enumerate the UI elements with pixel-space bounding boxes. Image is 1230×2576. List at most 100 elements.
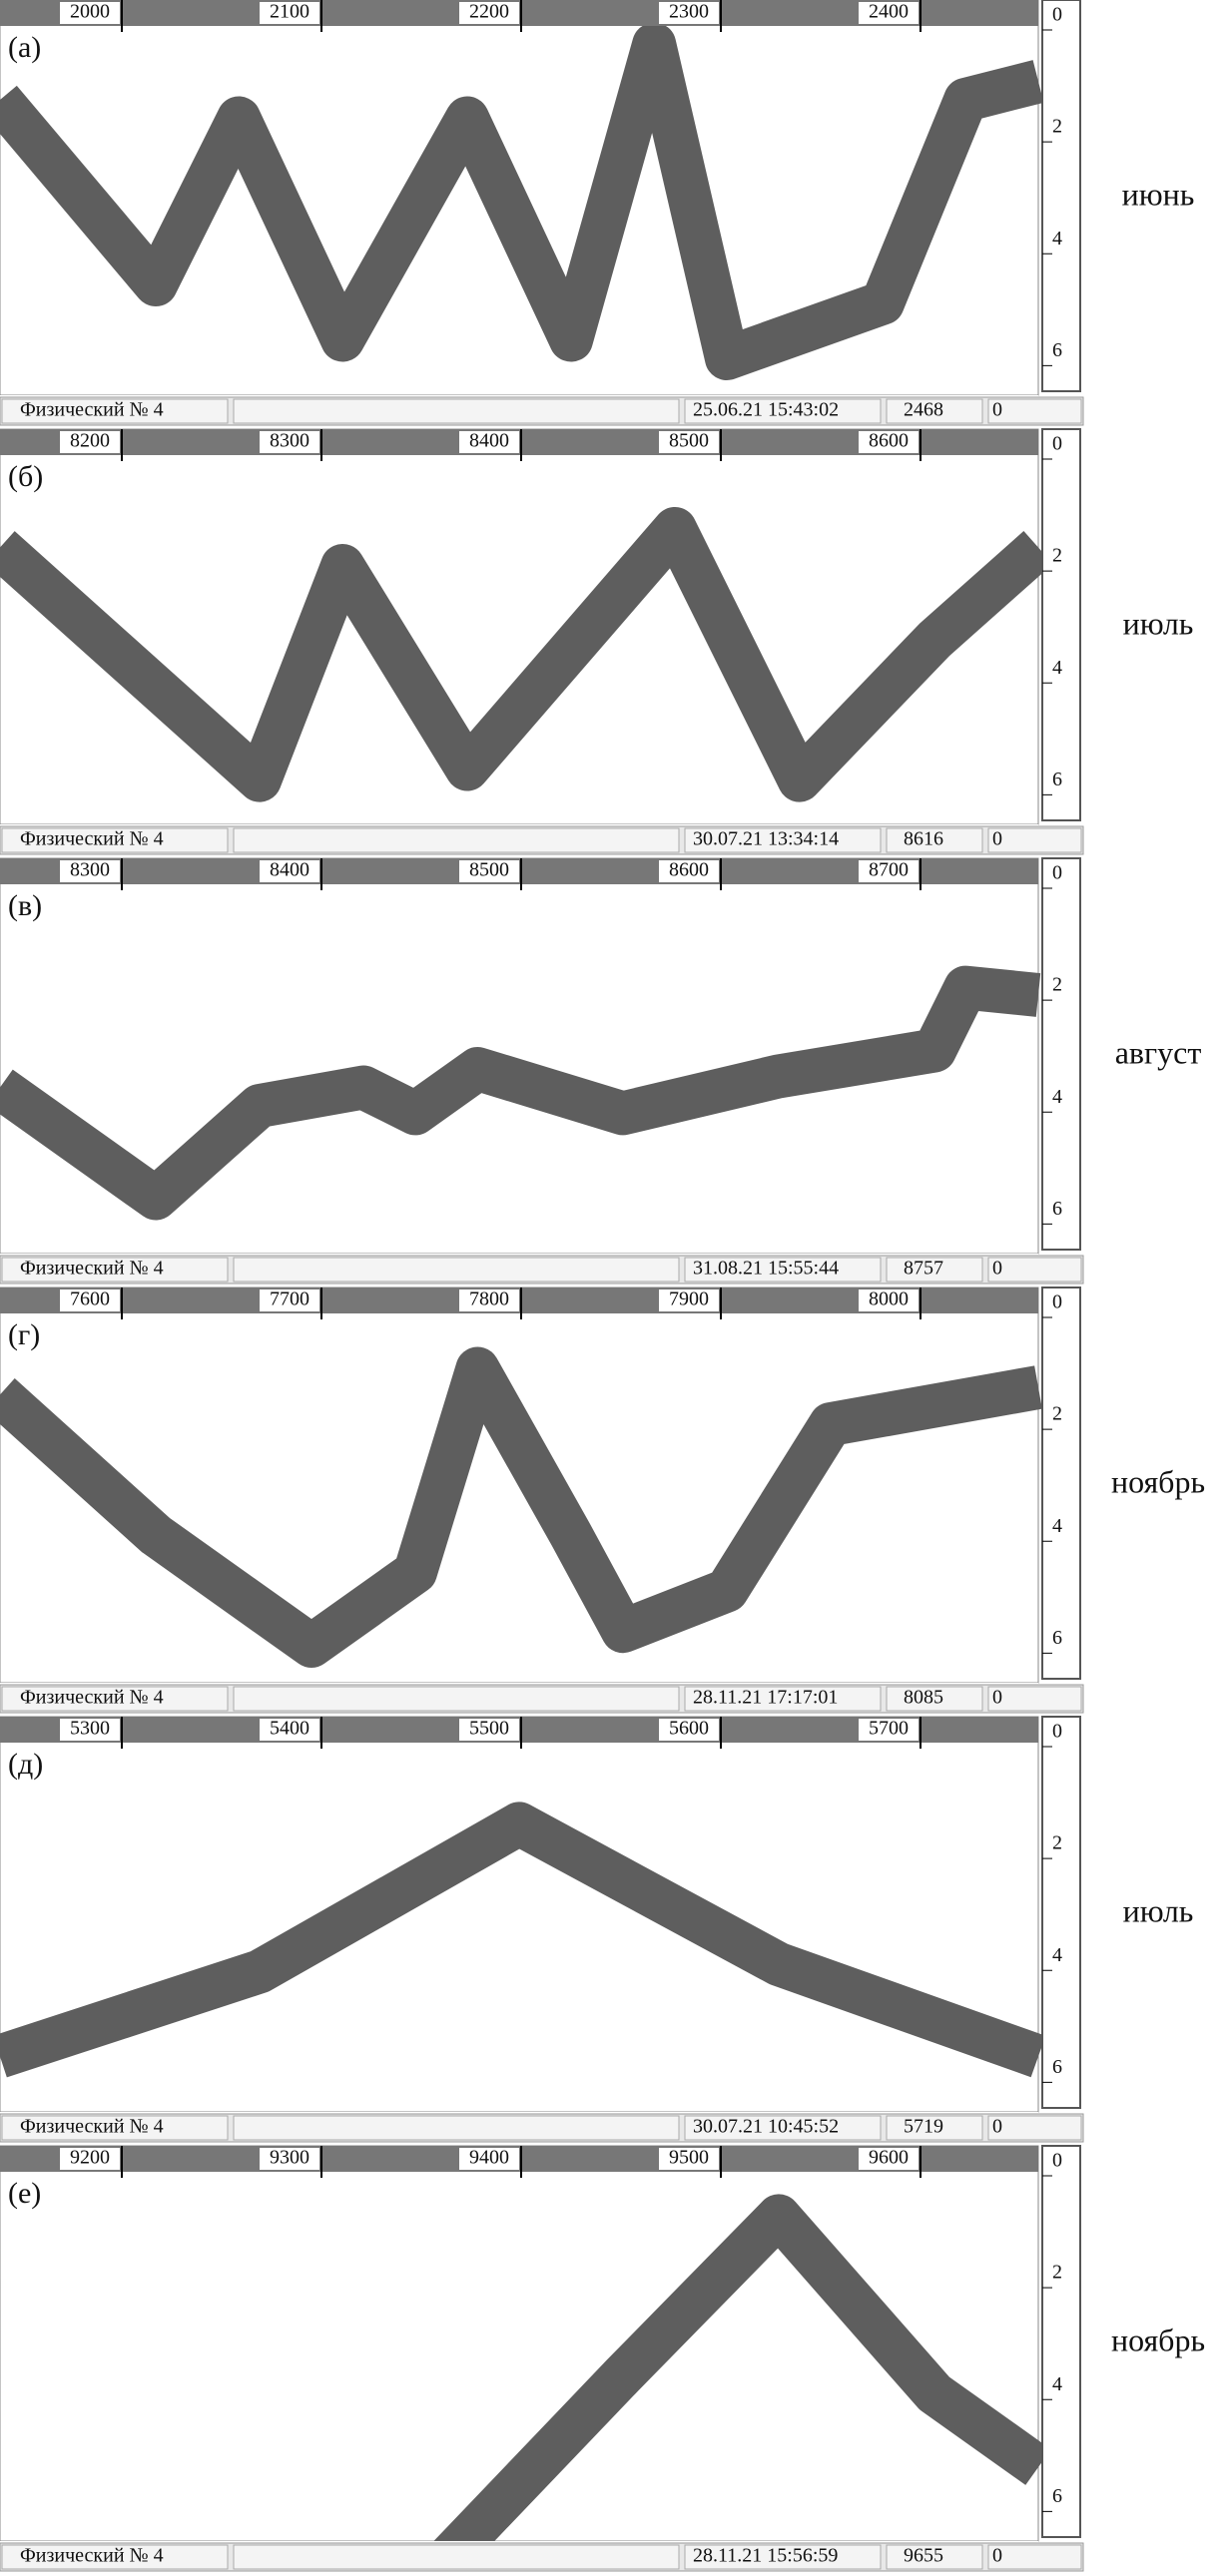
echogram-panel: 8300 8400 8500 8600 8700 (в) 0 2 4 6 август Физичес… bbox=[0, 857, 1201, 1288]
x-tick-label: 7900 bbox=[669, 1288, 709, 1310]
tick-label-bg bbox=[459, 431, 519, 453]
depth-tick-label: 0 bbox=[1052, 433, 1062, 455]
status-cell bbox=[886, 827, 983, 853]
status-cell bbox=[1, 1257, 229, 1283]
tick-label-bg bbox=[60, 2148, 120, 2170]
x-tick-label: 7600 bbox=[70, 1288, 110, 1310]
status-cell bbox=[684, 1686, 882, 1712]
status-cell bbox=[987, 2115, 1082, 2141]
status-cell bbox=[987, 398, 1082, 424]
status-cell bbox=[886, 1686, 983, 1712]
tick-label-bg bbox=[459, 2, 519, 24]
depth-tick-label: 4 bbox=[1052, 657, 1062, 679]
x-tick-label: 5300 bbox=[70, 1718, 110, 1740]
x-tick-label: 7700 bbox=[270, 1288, 309, 1310]
x-tick-label: 8600 bbox=[869, 430, 909, 452]
tick-label-bg bbox=[659, 1719, 719, 1741]
tick-label-bg bbox=[859, 2148, 919, 2170]
tick-label-bg bbox=[459, 1289, 519, 1311]
echogram-panel: 2000 2100 2200 2300 2400 (а) 0 2 4 6 июнь Физически… bbox=[0, 0, 1194, 429]
status-extra: 0 bbox=[992, 399, 1002, 421]
depth-tick-label: 4 bbox=[1052, 1944, 1062, 1966]
x-tick-label: 5700 bbox=[869, 1718, 909, 1740]
status-label: Физический № 4 bbox=[20, 1687, 164, 1709]
status-extra: 0 bbox=[992, 828, 1002, 850]
status-cell bbox=[684, 2115, 882, 2141]
month-label: июль bbox=[1123, 1892, 1194, 1928]
x-tick-label: 5500 bbox=[469, 1718, 509, 1740]
panel-letter: (д) bbox=[8, 1748, 43, 1781]
status-datetime: 25.06.21 15:43:02 bbox=[693, 399, 839, 421]
x-tick-label: 2400 bbox=[869, 1, 909, 23]
depth-tick-label: 0 bbox=[1052, 1291, 1062, 1313]
plot-area bbox=[0, 1716, 1039, 2113]
depth-tick-label: 0 bbox=[1052, 2150, 1062, 2172]
plot-area bbox=[0, 428, 1039, 825]
status-cell bbox=[684, 398, 882, 424]
x-tick-label: 8600 bbox=[669, 859, 709, 881]
status-cell bbox=[684, 1257, 882, 1283]
x-tick-label: 9200 bbox=[70, 2147, 110, 2169]
depth-tick-label: 2 bbox=[1052, 1403, 1062, 1425]
echogram-panel: 8200 8300 8400 8500 8600 (б) 0 2 4 6 июль Физически… bbox=[0, 428, 1194, 858]
depth-tick-label: 6 bbox=[1052, 339, 1062, 361]
x-tick-label: 8300 bbox=[270, 430, 309, 452]
status-cell bbox=[233, 1257, 680, 1283]
x-tick-label: 8400 bbox=[270, 859, 309, 881]
status-cell bbox=[1, 827, 229, 853]
x-tick-label: 2000 bbox=[70, 1, 110, 23]
panel-letter: (б) bbox=[8, 460, 43, 493]
status-cell bbox=[886, 2544, 983, 2570]
status-count: 2468 bbox=[904, 399, 943, 421]
month-label: ноябрь bbox=[1111, 1463, 1205, 1499]
depth-tick-label: 0 bbox=[1052, 1721, 1062, 1743]
x-tick-label: 8000 bbox=[869, 1288, 909, 1310]
tick-label-bg bbox=[260, 860, 319, 882]
x-tick-label: 9600 bbox=[869, 2147, 909, 2169]
status-count: 8757 bbox=[904, 1258, 943, 1280]
tick-label-bg bbox=[60, 1289, 120, 1311]
bottom-echo bbox=[0, 965, 1041, 1221]
tick-label-bg bbox=[260, 1289, 319, 1311]
status-count: 9655 bbox=[904, 2545, 943, 2567]
depth-tick-label: 2 bbox=[1052, 2262, 1062, 2284]
status-datetime: 31.08.21 15:55:44 bbox=[693, 1258, 839, 1280]
x-tick-label: 8300 bbox=[70, 859, 110, 881]
tick-label-bg bbox=[659, 860, 719, 882]
status-label: Физический № 4 bbox=[20, 2116, 164, 2138]
panel-letter: (е) bbox=[8, 2177, 41, 2210]
depth-tick-label: 2 bbox=[1052, 116, 1062, 138]
x-tick-label: 9500 bbox=[669, 2147, 709, 2169]
tick-label-bg bbox=[859, 1289, 919, 1311]
status-cell bbox=[233, 398, 680, 424]
bottom-echo bbox=[0, 22, 1044, 380]
depth-tick-label: 2 bbox=[1052, 1832, 1062, 1854]
status-cell bbox=[233, 1686, 680, 1712]
x-tick-label: 8700 bbox=[869, 859, 909, 881]
status-datetime: 28.11.21 17:17:01 bbox=[693, 1687, 838, 1709]
status-cell bbox=[886, 1257, 983, 1283]
x-tick-label: 8500 bbox=[469, 859, 509, 881]
depth-tick-label: 4 bbox=[1052, 1515, 1062, 1537]
depth-tick-label: 6 bbox=[1052, 2056, 1062, 2078]
status-extra: 0 bbox=[992, 2116, 1002, 2138]
depth-tick-label: 4 bbox=[1052, 1086, 1062, 1108]
depth-tick-label: 6 bbox=[1052, 2485, 1062, 2507]
echogram-panel: 5300 5400 5500 5600 5700 (д) 0 2 4 6 июль Физически… bbox=[0, 1716, 1194, 2146]
status-label: Физический № 4 bbox=[20, 828, 164, 850]
x-tick-label: 7800 bbox=[469, 1288, 509, 1310]
tick-label-bg bbox=[859, 2, 919, 24]
bottom-echo bbox=[0, 507, 1053, 802]
depth-scale bbox=[1041, 1716, 1081, 2109]
bottom-echo bbox=[0, 1346, 1042, 1668]
tick-label-bg bbox=[859, 431, 919, 453]
depth-tick-label: 6 bbox=[1052, 769, 1062, 790]
depth-scale bbox=[1041, 428, 1081, 821]
tick-label-bg bbox=[60, 1719, 120, 1741]
status-cell bbox=[684, 2544, 882, 2570]
month-label: июль bbox=[1123, 605, 1194, 641]
month-label: ноябрь bbox=[1111, 2321, 1205, 2357]
tick-label-bg bbox=[260, 431, 319, 453]
depth-tick-label: 4 bbox=[1052, 228, 1062, 250]
